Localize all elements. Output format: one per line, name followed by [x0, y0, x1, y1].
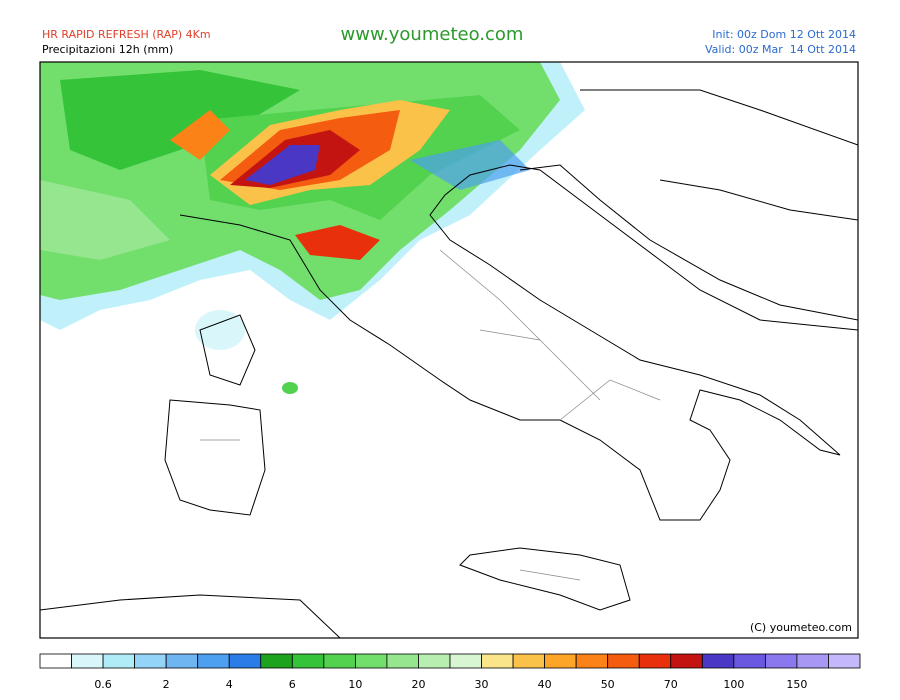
legend-swatch — [134, 653, 167, 669]
legend-swatch — [165, 653, 199, 669]
legend-swatch — [607, 653, 640, 669]
model-title: HR RAPID REFRESH (RAP) 4Km — [42, 28, 211, 41]
legend-swatch — [828, 653, 861, 669]
legend-swatch — [670, 653, 703, 669]
legend-label: 30 — [475, 678, 489, 691]
legend-swatch — [386, 653, 419, 669]
legend-swatch — [354, 653, 388, 669]
legend-swatch — [764, 653, 798, 669]
legend-swatch — [228, 653, 262, 669]
legend-swatch — [638, 653, 672, 669]
copyright: (C) youmeteo.com — [750, 621, 852, 634]
site-title: www.youmeteo.com — [341, 24, 524, 45]
map: (C) youmeteo.com — [39, 61, 859, 639]
legend-label: 70 — [664, 678, 678, 691]
valid-time: Valid: 00z Mar 14 Ott 2014 — [705, 43, 856, 56]
legend-swatch — [291, 653, 325, 669]
legend-swatch — [701, 653, 735, 669]
legend-label: 0.6 — [94, 678, 112, 691]
legend-swatch — [260, 653, 293, 669]
legend-swatch — [796, 653, 829, 669]
legend-label: 10 — [348, 678, 362, 691]
legend-label: 100 — [723, 678, 744, 691]
legend-swatch — [418, 653, 451, 669]
legend-swatch — [39, 653, 72, 669]
legend-swatch — [733, 653, 766, 669]
legend-label: 150 — [786, 678, 807, 691]
legend-swatch — [102, 653, 136, 669]
legend-label: 40 — [538, 678, 552, 691]
legend: 0.6 2 4 6 10 20 30 40 50 70 100 150 — [39, 653, 861, 691]
legend-swatch — [449, 653, 482, 669]
legend-swatch — [323, 653, 356, 669]
legend-swatch — [512, 653, 546, 669]
legend-label: 2 — [163, 678, 170, 691]
field-title: Precipitazioni 12h (mm) — [42, 43, 173, 56]
init-time: Init: 00z Dom 12 Ott 2014 — [712, 28, 856, 41]
legend-label: 4 — [226, 678, 233, 691]
legend-label: 6 — [289, 678, 296, 691]
legend-swatch — [544, 653, 577, 669]
legend-swatch — [197, 653, 230, 669]
legend-swatch — [71, 653, 104, 669]
legend-label: 50 — [601, 678, 615, 691]
legend-swatch — [481, 653, 514, 669]
legend-label: 20 — [411, 678, 425, 691]
legend-swatch — [575, 653, 609, 669]
